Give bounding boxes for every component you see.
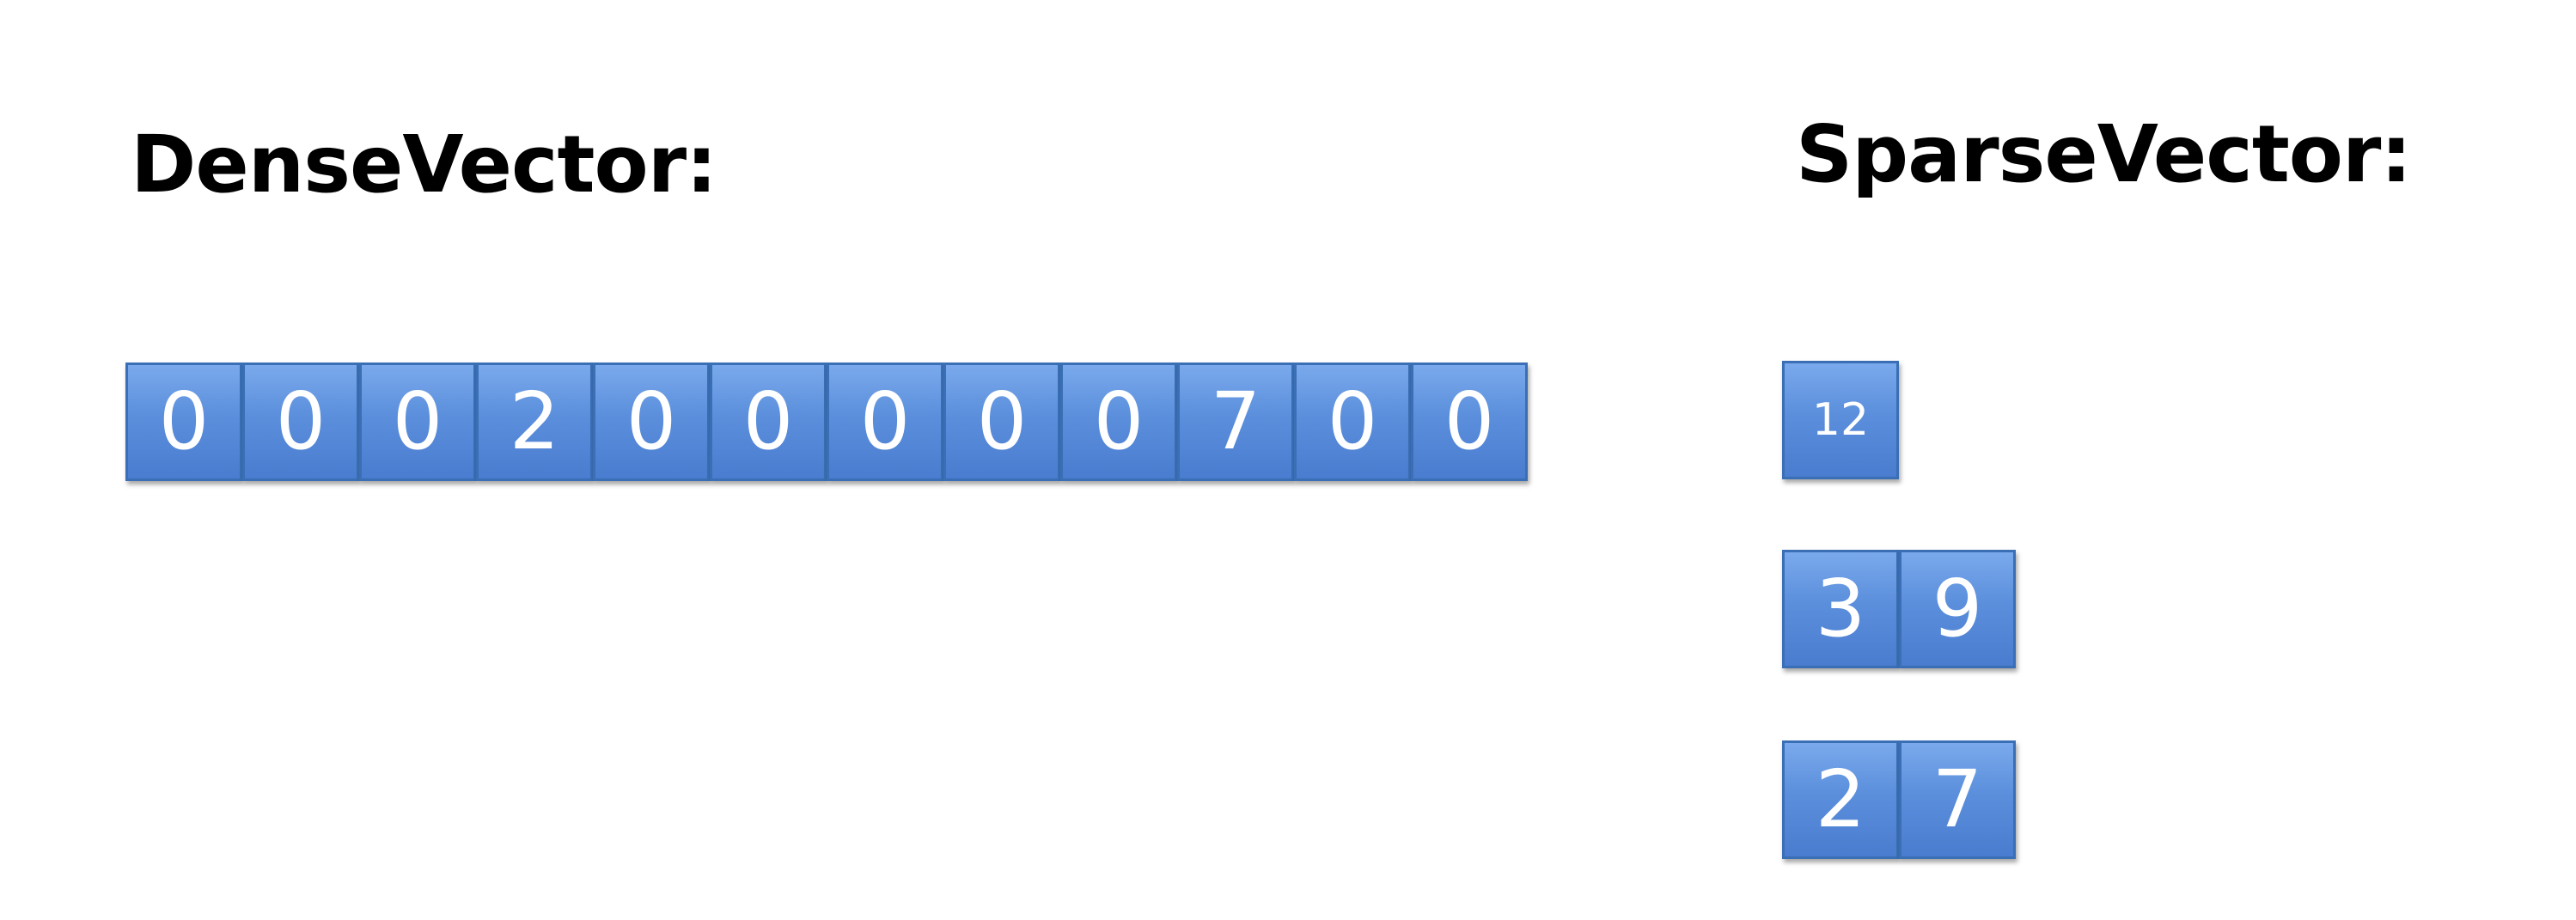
sparse-index-cell: 9 [1899, 550, 2016, 668]
dense-cell: 0 [943, 363, 1060, 481]
dense-cell: 0 [1411, 363, 1528, 481]
dense-vector-title: DenseVector: [131, 119, 717, 210]
dense-cell: 0 [242, 363, 359, 481]
sparse-values-cells: 2 7 [1782, 740, 2016, 859]
dense-cell: 7 [1177, 363, 1294, 481]
sparse-size-cells: 12 [1782, 361, 1899, 479]
sparse-index-cell: 3 [1782, 550, 1899, 668]
sparse-size-cell: 12 [1782, 361, 1899, 479]
dense-vector-cells: 0 0 0 2 0 0 0 0 0 7 0 0 [125, 363, 1528, 481]
sparse-indices-cells: 3 9 [1782, 550, 2016, 668]
sparse-vector-title: SparseVector: [1796, 108, 2412, 200]
dense-cell: 2 [476, 363, 593, 481]
dense-cell: 0 [710, 363, 827, 481]
dense-cell: 0 [1060, 363, 1177, 481]
dense-cell: 0 [827, 363, 943, 481]
dense-cell: 0 [593, 363, 710, 481]
dense-cell: 0 [1294, 363, 1411, 481]
sparse-value-cell: 2 [1782, 740, 1899, 859]
dense-cell: 0 [125, 363, 242, 481]
sparse-value-cell: 7 [1899, 740, 2016, 859]
dense-cell: 0 [359, 363, 476, 481]
